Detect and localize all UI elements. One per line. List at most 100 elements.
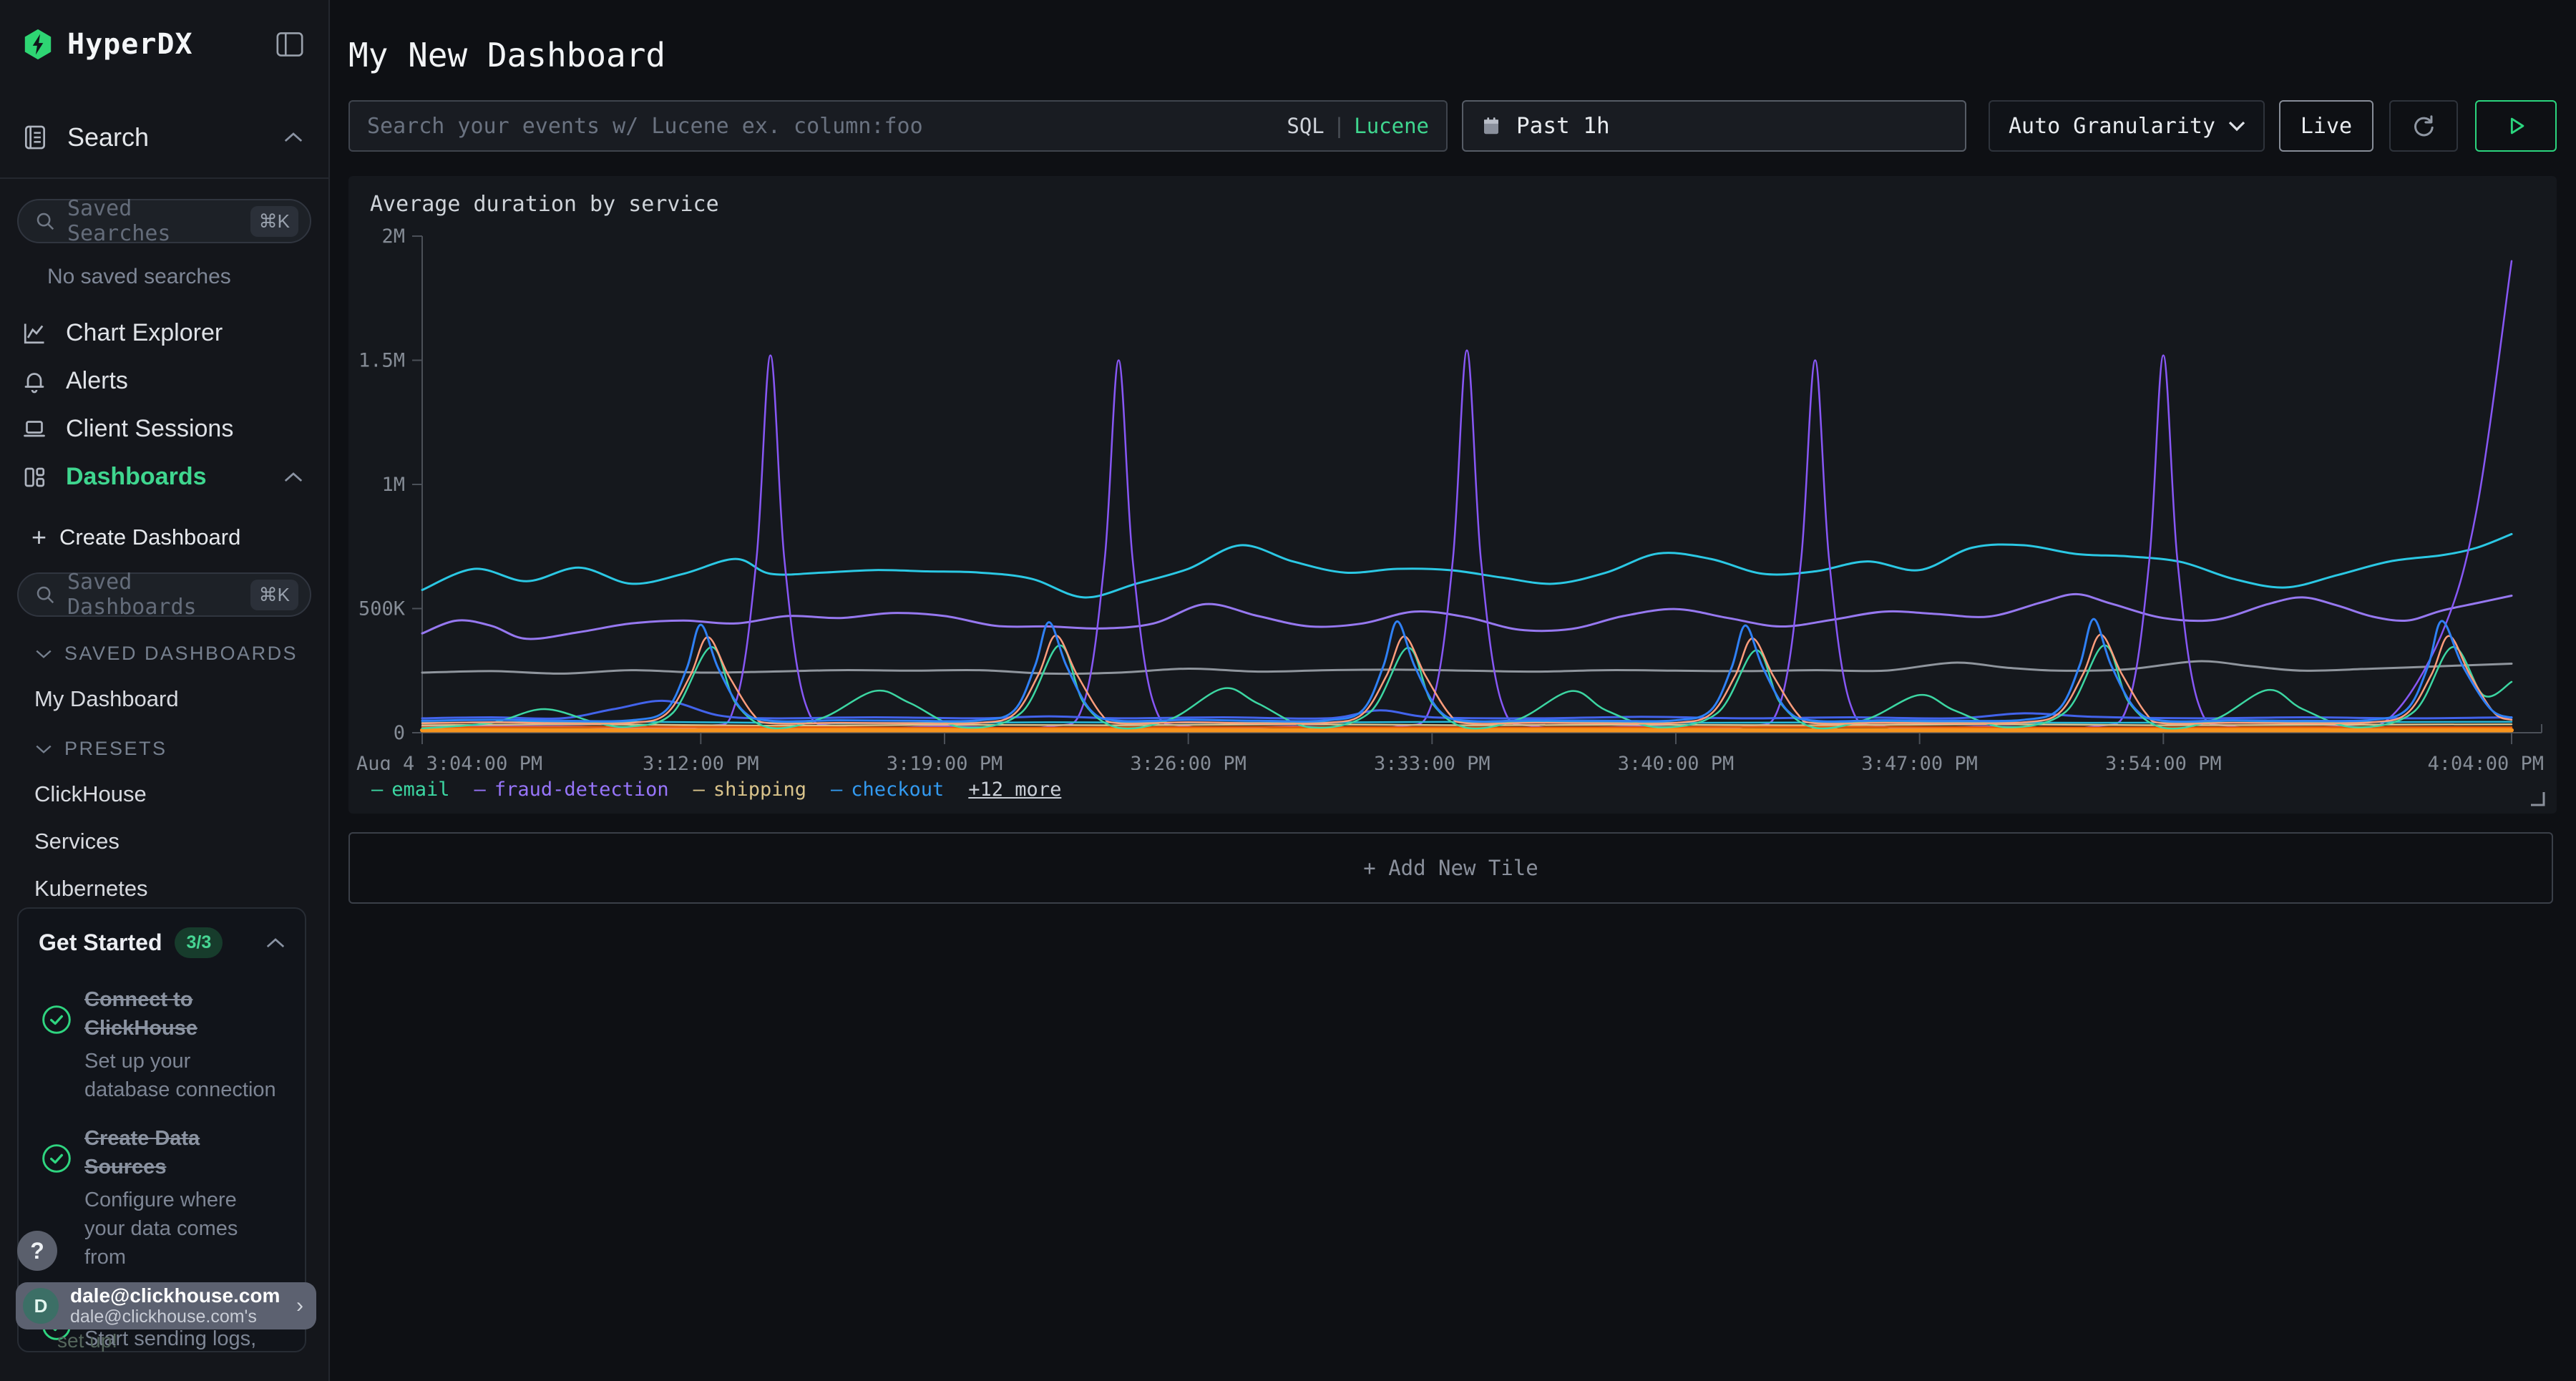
help-button[interactable]: ? [17,1231,57,1271]
svg-text:3:47:00 PM: 3:47:00 PM [1861,753,1978,770]
checklist-item-connect[interactable]: Connect to ClickHouse Set up your databa… [31,985,292,1104]
checklist-item-desc: Configure where your data comes from [84,1189,238,1269]
bell-icon [24,372,44,393]
live-button[interactable]: Live [2279,100,2373,152]
sidebar-item-my-dashboard[interactable]: My Dashboard [34,686,179,711]
check-circle-icon [42,1144,71,1173]
series-other-gray [421,660,2513,675]
user-account-button[interactable]: D dale@clickhouse.com dale@clickhouse.co… [16,1282,316,1329]
presets-group-header[interactable]: PRESETS [34,738,328,760]
sql-toggle[interactable]: SQL [1287,114,1324,138]
sidebar: HyperDX Search Saved Searches ⌘K No save… [0,0,330,1381]
legend-swatch: — [474,779,486,801]
presets-group-label: PRESETS [64,738,167,759]
sidebar-item-alerts[interactable]: Alerts [0,357,328,405]
app-name: HyperDX [67,28,193,61]
play-icon [2510,117,2524,135]
chevron-up-icon[interactable] [283,471,304,484]
occluded-setup-text: set up! [57,1329,118,1352]
chevron-down-icon [36,745,52,753]
legend-swatch: — [693,779,705,801]
svg-text:0: 0 [394,722,405,744]
svg-text:4:04:00 PM: 4:04:00 PM [2427,753,2544,770]
saved-searches-placeholder: Saved Searches [67,196,171,246]
chevron-up-icon[interactable] [265,937,286,950]
svg-text:3:33:00 PM: 3:33:00 PM [1374,753,1491,770]
event-search-placeholder: Search your events w/ Lucene ex. column:… [367,113,923,139]
toggle-separator: | [1332,114,1346,138]
page-title: My New Dashboard [348,36,666,74]
avatar: D [23,1288,59,1324]
chart-legend: — email — fraud-detection — shipping — checkout… [371,779,1061,801]
legend-more-link[interactable]: +12 more [968,779,1062,801]
checklist-item-desc: Set up your database connection [84,1050,276,1102]
hyperdx-logo-icon [24,29,52,60]
sidebar-item-kubernetes[interactable]: Kubernetes [34,876,148,901]
lucene-toggle[interactable]: Lucene [1354,114,1429,138]
legend-item[interactable]: — email [371,779,450,801]
sidebar-divider [0,177,328,179]
time-range-picker[interactable]: Past 1h [1462,100,1966,152]
saved-searches-input[interactable]: Saved Searches ⌘K [17,196,311,246]
create-dashboard-button[interactable]: + Create Dashboard [31,522,328,552]
sidebar-item-client-sessions[interactable]: Client Sessions [0,405,328,453]
legend-item[interactable]: — fraud-detection [474,779,669,801]
checklist-item-title: Create Data Sources [84,1127,200,1179]
live-label: Live [2300,113,2353,139]
series-other-blue2 [421,699,2513,720]
chart[interactable]: 0 500K 1M 1.5M 2M Aug 4 3:04:00 PM 3:12:00 PM 3… [348,176,2557,770]
dashboard-controls: Search your events w/ Lucene ex. column:… [348,100,2557,152]
search-section-label: Search [67,122,150,152]
dashboards-label: Dashboards [66,463,207,490]
svg-text:3:12:00 PM: 3:12:00 PM [643,753,759,770]
sidebar-item-services[interactable]: Services [34,829,119,854]
legend-label: fraud-detection [494,779,669,801]
get-started-title: Get Started [39,929,162,955]
search-icon [36,586,54,604]
series-fraud-detection [421,592,2513,640]
checklist-item-sources[interactable]: Create Data Sources Configure where your… [31,1124,292,1272]
shortcut-badge: ⌘K [250,579,298,610]
legend-swatch: — [830,779,843,801]
saved-dashboards-input[interactable]: Saved Dashboards ⌘K [17,570,311,620]
app-logo[interactable]: HyperDX [21,27,193,62]
sidebar-item-dashboards[interactable]: Dashboards [0,453,328,501]
calendar-icon [1484,117,1498,135]
sidebar-item-chart-explorer[interactable]: Chart Explorer [0,309,328,357]
svg-text:3:40:00 PM: 3:40:00 PM [1618,753,1735,770]
alerts-label: Alerts [66,367,128,394]
no-saved-searches-text: No saved searches [47,265,231,288]
refresh-button[interactable] [2389,100,2458,152]
saved-dashboards-group-header[interactable]: SAVED DASHBOARDS [34,643,328,665]
saved-dashboards-placeholder: Saved Dashboards [67,570,197,620]
add-new-tile-button[interactable]: + Add New Tile [348,832,2553,904]
user-org: dale@clickhouse.com's [70,1306,257,1327]
svg-text:Aug 4 3:04:00 PM: Aug 4 3:04:00 PM [356,753,542,770]
legend-item[interactable]: — checkout [831,779,944,801]
series-other-salmon [421,633,2513,725]
saved-dashboards-group-label: SAVED DASHBOARDS [64,643,298,664]
series-other-violet-spikes [421,260,2513,730]
legend-item[interactable]: — shipping [693,779,806,801]
sidebar-item-search[interactable]: Search [0,116,328,159]
check-circle-icon [42,1005,71,1034]
tile-title: Average duration by service [370,192,719,217]
collapse-sidebar-icon[interactable] [275,31,304,57]
chevron-down-icon [2228,121,2245,132]
query-language-toggle: SQL | Lucene [1287,114,1429,138]
laptop-icon [24,420,45,436]
run-query-button[interactable] [2475,100,2557,152]
svg-text:3:26:00 PM: 3:26:00 PM [1130,753,1246,770]
tile-resize-handle[interactable] [2528,789,2547,808]
sidebar-item-clickhouse[interactable]: ClickHouse [34,781,147,806]
series-checkout [421,618,2513,723]
event-search-input[interactable]: Search your events w/ Lucene ex. column:… [348,100,1448,152]
legend-label: shipping [713,779,806,801]
chevron-up-icon[interactable] [283,131,304,144]
svg-text:500K: 500K [358,598,406,620]
granularity-select[interactable]: Auto Granularity [1989,100,2265,152]
dashboard-tile[interactable]: Average duration by service 0 500K 1M 1.5M 2… [348,176,2557,814]
checklist-item-desc: Start sending logs, metrics, or traces [84,1327,257,1351]
legend-label: email [391,779,450,801]
legend-label: checkout [851,779,945,801]
